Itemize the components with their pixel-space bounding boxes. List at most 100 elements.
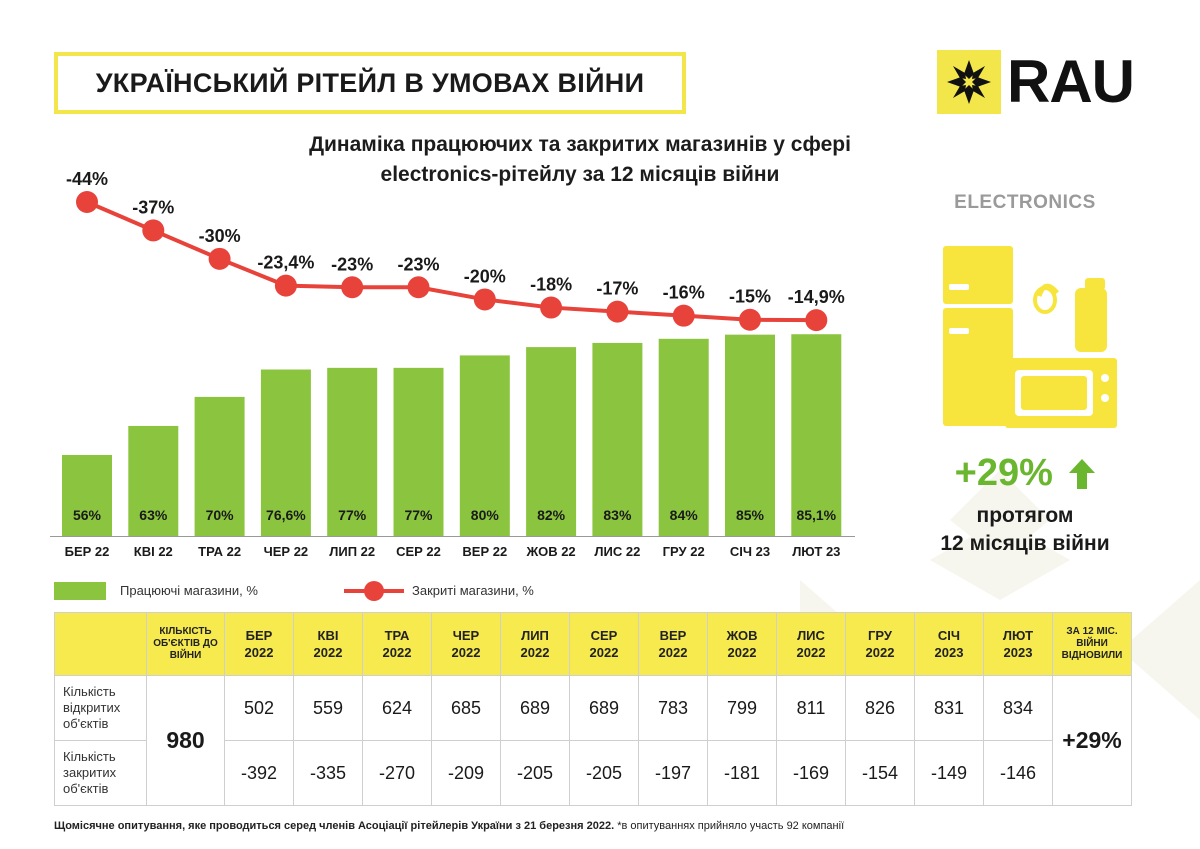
open-count-cell: 689: [500, 675, 570, 741]
closed-point-label: -23,4%: [257, 253, 314, 273]
bar-value-label: 83%: [603, 507, 632, 523]
closed-point-label: -44%: [66, 169, 108, 189]
bar: [128, 425, 179, 536]
table-header-month-name: ЛИП: [521, 628, 549, 643]
table-header-year: 2022: [244, 645, 274, 660]
open-count-cell: 685: [431, 675, 501, 741]
open-count-cell: 834: [983, 675, 1053, 741]
closed-count-cell: -392: [224, 740, 294, 806]
bar-value-label: 77%: [338, 507, 367, 523]
table-header-month: СІЧ 2023: [914, 612, 984, 676]
up-arrow-icon: [1069, 458, 1096, 489]
star-logo-icon: [937, 50, 1001, 114]
bar: [459, 355, 510, 536]
appliances-icon: [943, 246, 1117, 428]
x-tick-label: ЛИП 22: [329, 544, 375, 559]
table-header-year: 2022: [796, 645, 826, 660]
bar-value-label: 77%: [404, 507, 433, 523]
closed-point-label: -14,9%: [788, 287, 845, 307]
row-label-closed: Кількість закритих об'єктів: [54, 740, 147, 806]
closed-point-label: -17%: [596, 279, 638, 299]
legend-label-open: Працюючі магазини, %: [120, 583, 258, 598]
table-header-month-name: ГРУ: [868, 628, 892, 643]
x-tick-label: ЛЮТ 23: [792, 544, 840, 559]
table-header-year: 2022: [313, 645, 343, 660]
bar-value-label: 85,1%: [796, 507, 836, 523]
bar-value-label: 63%: [139, 507, 168, 523]
table-header-year: 2023: [934, 645, 964, 660]
table-header-year: 2022: [589, 645, 619, 660]
table-header-month: ЛИП 2022: [500, 612, 570, 676]
table-header-year: 2023: [1003, 645, 1033, 660]
x-tick-label: ЧЕР 22: [264, 544, 309, 559]
table-header-base: КІЛЬКІСТЬ ОБ'ЄКТІВ ДО ВІЙНИ: [146, 612, 225, 676]
x-tick-label: СЕР 22: [396, 544, 441, 559]
growth-indicator: +29%: [930, 452, 1120, 495]
closed-count-cell: -146: [983, 740, 1053, 806]
closed-point: [805, 309, 828, 332]
bar-value-label: 76,6%: [266, 507, 306, 523]
open-count-cell: 783: [638, 675, 708, 741]
closed-point: [606, 300, 629, 323]
closed-point: [540, 296, 563, 319]
closed-point-label: -16%: [663, 283, 705, 303]
table-header-month-name: ЛЮТ: [1002, 628, 1034, 643]
table-header-row: КІЛЬКІСТЬ ОБ'ЄКТІВ ДО ВІЙНИ БЕР 2022 КВІ 20…: [54, 612, 1132, 676]
table-header-year: 2022: [451, 645, 481, 660]
bar: [327, 367, 378, 536]
closed-point: [341, 276, 364, 299]
table-header-year: 2022: [520, 645, 550, 660]
base-value-cell: 980: [146, 675, 225, 806]
closed-point-label: -23%: [331, 254, 373, 274]
table-header-month: КВІ 2022: [293, 612, 363, 676]
growth-caption-line-2: 12 місяців війни: [940, 532, 1110, 555]
row-label-open: Кількість відкритих об'єктів: [54, 675, 147, 741]
x-tick-label: СІЧ 23: [730, 544, 770, 559]
closed-point: [473, 288, 496, 311]
bar: [526, 347, 577, 536]
total-recovered-cell: +29%: [1052, 675, 1132, 806]
legend-label-closed: Закриті магазини, %: [412, 583, 534, 598]
table-header-month-name: СІЧ: [937, 628, 961, 643]
open-count-cell: 811: [776, 675, 846, 741]
table-header-month: ГРУ 2022: [845, 612, 915, 676]
table-row-closed: Кількість закритих об'єктів -392 -335 -270…: [54, 740, 1132, 806]
table-header-month-name: ТРА: [384, 628, 410, 643]
closed-point-label: -18%: [530, 275, 572, 295]
closed-count-cell: -197: [638, 740, 708, 806]
growth-value: +29%: [954, 452, 1053, 494]
bar: [658, 338, 709, 536]
x-tick-label: ЖОВ 22: [526, 544, 576, 559]
growth-caption-line-1: протягом: [976, 504, 1074, 527]
open-count-cell: 624: [362, 675, 432, 741]
table-header-month: БЕР 2022: [224, 612, 294, 676]
bar-value-label: 85%: [736, 507, 765, 523]
legend-swatch-open: [54, 582, 106, 600]
chart-legend: Працюючі магазини, % Закриті магазини, %: [54, 576, 654, 606]
closed-count-cell: -270: [362, 740, 432, 806]
closed-point: [739, 308, 761, 331]
table-header-month: ЛИС 2022: [776, 612, 846, 676]
closed-count-cell: -154: [845, 740, 915, 806]
bar: [62, 455, 112, 536]
table-header-month: ТРА 2022: [362, 612, 432, 676]
bar-value-label: 84%: [670, 507, 699, 523]
page-title: УКРАЇНСЬКИЙ РІТЕЙЛ В УМОВАХ ВІЙНИ: [54, 52, 686, 114]
x-tick-label: БЕР 22: [65, 544, 110, 559]
closed-point: [142, 219, 165, 242]
subtitle-line-2: electronics-рітейлу за 12 місяців війни: [380, 163, 780, 186]
closed-point: [407, 276, 430, 299]
bar-value-label: 80%: [471, 507, 500, 523]
x-tick-label: ЛИС 22: [594, 544, 640, 559]
closed-count-cell: -169: [776, 740, 846, 806]
open-count-cell: 559: [293, 675, 363, 741]
closed-point-label: -30%: [199, 226, 241, 246]
x-tick-label: ГРУ 22: [663, 544, 705, 559]
subtitle-line-1: Динаміка працюючих та закритих магазинів…: [309, 133, 851, 156]
bar: [194, 396, 245, 536]
table-header-month: ЛЮТ 2023: [983, 612, 1053, 676]
table-header-year: 2022: [658, 645, 688, 660]
closed-point: [208, 247, 231, 270]
category-label: ELECTRONICS: [954, 192, 1096, 213]
